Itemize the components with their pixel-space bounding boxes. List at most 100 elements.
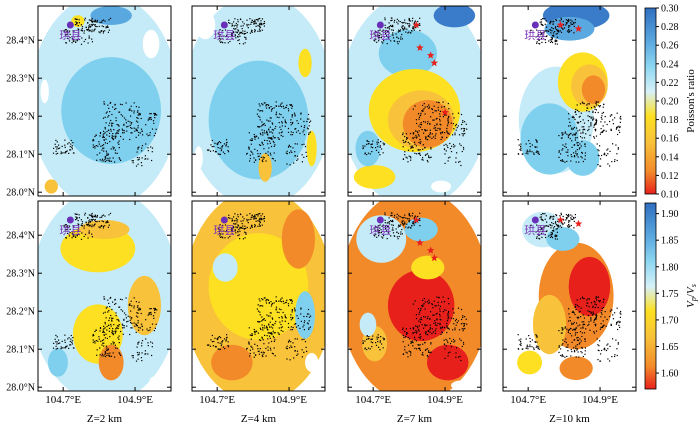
earthquake-dot [552,34,555,36]
earthquake-dot [578,121,580,123]
earthquake-dot [105,154,108,156]
earthquake-dot [88,25,90,27]
earthquake-dot [602,306,605,309]
earthquake-dot [387,222,389,224]
earthquake-dot [233,220,235,222]
earthquake-dot [102,221,105,223]
earthquake-dot [75,213,77,215]
earthquake-dot [246,153,248,155]
earthquake-dot [94,219,96,221]
earthquake-dot [251,214,253,216]
earthquake-dot [555,19,557,21]
earthquake-dot [418,336,420,338]
earthquake-dot [400,36,402,38]
earthquake-dot [267,299,269,301]
earthquake-dot [462,316,464,318]
earthquake-dot [424,324,427,326]
earthquake-dot [75,18,77,20]
earthquake-dot [408,23,410,25]
earthquake-dot [72,225,74,227]
earthquake-dot [271,138,273,141]
earthquake-dot [154,132,156,134]
velocity-anomaly-patch [355,130,381,167]
earthquake-dot [552,229,555,231]
earthquake-dot [68,142,70,144]
earthquake-dot [414,347,416,349]
earthquake-dot [446,136,448,139]
earthquake-dot [556,36,558,38]
earthquake-dot [429,317,431,320]
earthquake-dot [595,135,598,137]
earthquake-dot [418,311,421,313]
earthquake-dot [148,312,150,314]
earthquake-dot [245,37,247,39]
earthquake-dot [596,296,598,298]
earthquake-dot [263,217,266,220]
earthquake-dot [447,355,449,357]
earthquake-dot [278,113,281,115]
earthquake-dot [123,325,125,327]
earthquake-dot [462,341,465,344]
earthquake-dot [376,31,378,33]
earthquake-dot [556,30,558,32]
earthquake-dot [448,328,450,330]
earthquake-dot [592,110,594,112]
earthquake-dot [81,225,83,227]
earthquake-dot [592,306,594,308]
earthquake-dot [537,230,539,232]
earthquake-dot [409,132,412,135]
earthquake-dot [231,32,233,34]
earthquake-dot [104,311,106,313]
earthquake-dot [609,315,611,318]
earthquake-dot [464,327,466,330]
earthquake-dot [280,134,282,137]
earthquake-dot [255,217,257,219]
earthquake-dot [592,118,594,120]
earthquake-dot [150,113,152,115]
earthquake-dot [235,226,237,228]
earthquake-dot [270,332,273,334]
earthquake-dot [89,26,91,28]
earthquake-dot [612,119,614,121]
earthquake-dot [408,220,410,222]
earthquake-dot [102,331,104,333]
earthquake-dot [116,327,118,329]
earthquake-dot [249,213,251,215]
earthquake-dot [537,229,540,231]
earthquake-dot [112,122,114,124]
earthquake-dot [130,115,132,117]
earthquake-dot [72,337,74,339]
earthquake-dot [551,225,553,227]
earthquake-dot [303,321,305,324]
earthquake-dot [406,332,409,334]
earthquake-dot [237,19,239,21]
earthquake-dot [366,154,368,156]
earthquake-dot [120,309,122,311]
earthquake-dot [108,132,111,134]
earthquake-dot [429,329,431,331]
earthquake-dot [273,145,275,147]
earthquake-dot [222,145,224,147]
earthquake-dot [131,317,133,319]
earthquake-dot [129,316,131,318]
earthquake-dot [384,214,386,216]
earthquake-dot [550,234,553,236]
earthquake-dot [435,133,437,135]
earthquake-dot [462,127,464,130]
earthquake-dot [84,17,86,19]
earthquake-dot [65,229,67,231]
earthquake-dot [587,302,589,304]
earthquake-dot [519,343,521,346]
earthquake-dot [408,215,410,217]
earthquake-dot [423,327,425,329]
earthquake-dot [147,119,149,121]
earthquake-star-icon [441,303,449,311]
earthquake-dot [595,296,597,298]
earthquake-dot [214,142,216,144]
earthquake-dot [94,145,96,147]
earthquake-dot [123,124,125,126]
earthquake-dot [556,39,558,41]
earthquake-dot [594,111,596,114]
earthquake-dot [587,103,589,105]
earthquake-dot [280,329,282,332]
